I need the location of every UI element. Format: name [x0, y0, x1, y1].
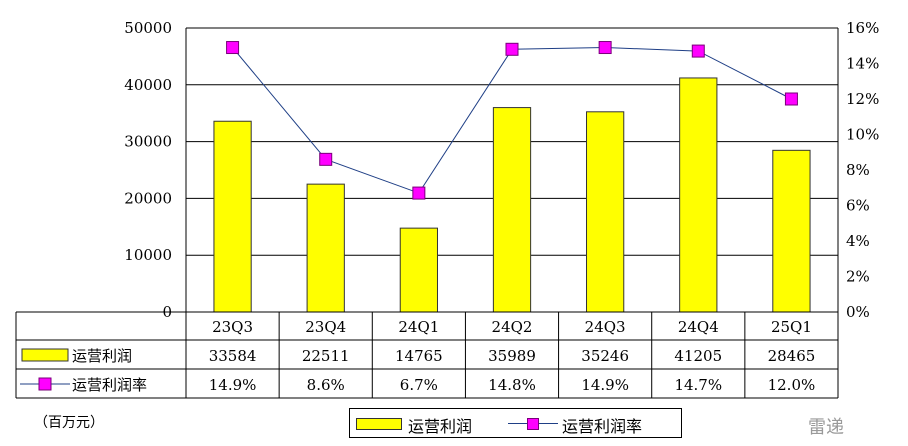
- table-key-marker: [38, 377, 52, 391]
- table-cell-margin: 14.8%: [488, 376, 536, 394]
- table-cell-profit: 41205: [674, 347, 722, 365]
- table-cell-profit: 28465: [768, 347, 816, 365]
- y-right-tick-label: 0%: [846, 303, 870, 321]
- legend-marker-swatch: [527, 418, 539, 430]
- table-cell-margin: 14.7%: [674, 376, 722, 394]
- y-left-tick-label: 40000: [124, 76, 172, 94]
- table-row-label-margin: 运营利润率: [72, 376, 147, 394]
- y-left-tick-label: 20000: [124, 189, 172, 207]
- table-cell-margin: 14.9%: [581, 376, 629, 394]
- y-right-tick-label: 14%: [846, 55, 879, 73]
- table-row-label-profit: 运营利润: [72, 347, 132, 365]
- y-right-tick-label: 8%: [846, 161, 870, 179]
- x-tick-label: 25Q1: [771, 318, 812, 336]
- margin-point: [691, 44, 705, 58]
- y-left-tick-label: 10000: [124, 246, 172, 264]
- y-right-tick-label: 16%: [846, 19, 879, 37]
- margin-point: [319, 152, 333, 166]
- y-right-tick-label: 6%: [846, 197, 870, 215]
- margin-point: [412, 186, 426, 200]
- margin-point: [226, 41, 240, 55]
- y-right-tick-label: 10%: [846, 126, 879, 144]
- bar: [492, 107, 532, 313]
- x-tick-label: 23Q4: [305, 318, 346, 336]
- legend-label-margin: 运营利润率: [562, 417, 643, 436]
- unit-label: （百万元）: [34, 415, 104, 431]
- table-cell-margin: 14.9%: [209, 376, 257, 394]
- bar: [772, 149, 811, 313]
- table-cell-profit: 22511: [302, 347, 350, 365]
- table-cell-profit: 14765: [395, 347, 443, 365]
- x-tick-label: 24Q1: [398, 318, 439, 336]
- bar: [213, 120, 252, 313]
- table-cell-margin: 8.6%: [307, 376, 345, 394]
- y-right-tick-label: 12%: [846, 90, 879, 108]
- x-tick-label: 24Q4: [678, 318, 719, 336]
- margin-point: [598, 41, 612, 55]
- table-cell-margin: 6.7%: [400, 376, 438, 394]
- bar: [586, 111, 625, 313]
- y-left-tick-label: 30000: [124, 133, 172, 151]
- y-right-tick-label: 4%: [846, 232, 870, 250]
- x-tick-label: 24Q3: [585, 318, 626, 336]
- watermark: 雷递: [808, 417, 844, 438]
- y-right-tick-label: 2%: [846, 268, 870, 286]
- x-tick-label: 24Q2: [492, 318, 533, 336]
- bar: [399, 227, 438, 313]
- bar: [306, 183, 345, 313]
- table-cell-profit: 35246: [581, 347, 629, 365]
- y-left-tick-label: 50000: [124, 19, 172, 37]
- legend-label-profit: 运营利润: [408, 417, 473, 436]
- legend: 运营利润 运营利润率: [349, 408, 682, 438]
- legend-bar-swatch: [356, 418, 402, 430]
- table-cell-margin: 12.0%: [768, 376, 816, 394]
- table-cell-profit: 33584: [209, 347, 257, 365]
- table-cell-profit: 35989: [488, 347, 536, 365]
- margin-point: [505, 42, 519, 56]
- bar: [679, 77, 718, 313]
- x-tick-label: 23Q3: [212, 318, 253, 336]
- margin-point: [784, 92, 798, 106]
- table-key-bar: [21, 348, 69, 362]
